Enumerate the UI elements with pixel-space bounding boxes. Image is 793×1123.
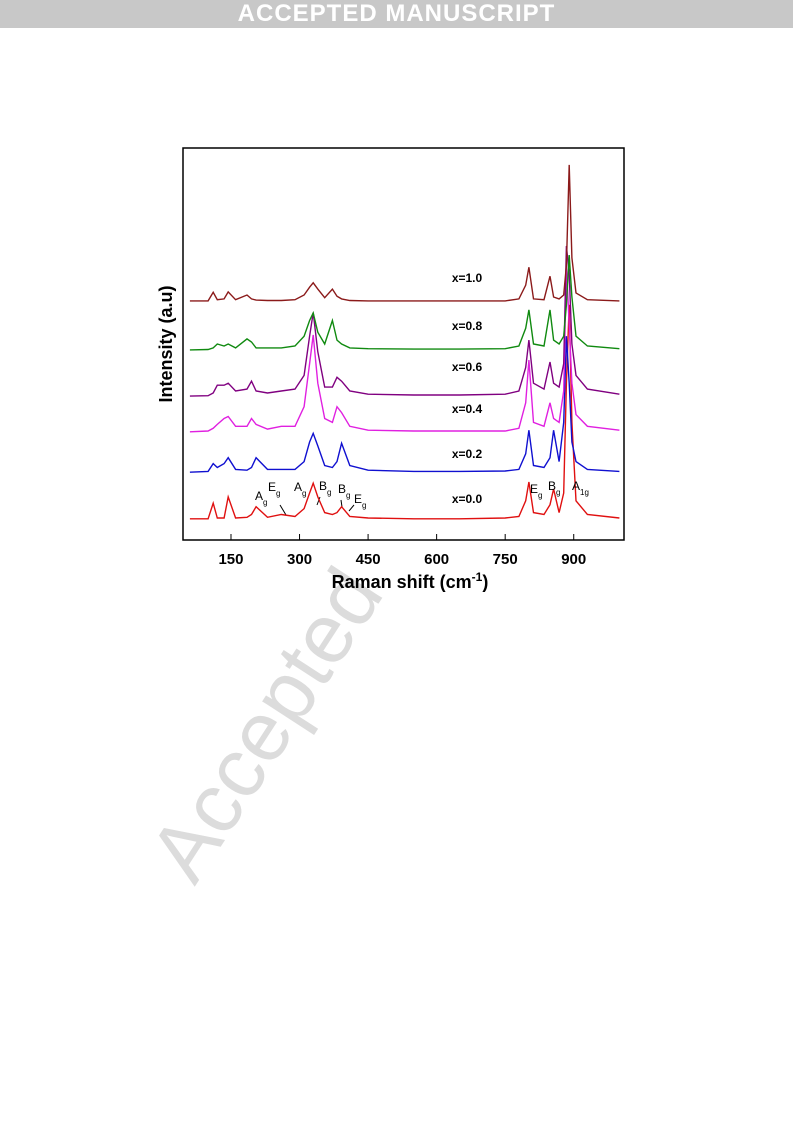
peak-label-sub: g xyxy=(556,488,560,497)
x-axis-label: Raman shift (cm-1) xyxy=(332,570,489,592)
x-axis-label-sup: -1 xyxy=(472,570,483,584)
header: ACCEPTED MANUSCRIPT xyxy=(0,0,793,28)
peak-label: A1g xyxy=(572,479,589,497)
peak-label: Bg xyxy=(548,479,560,497)
peak-label: Eg xyxy=(354,492,366,510)
series-label: x=0.8 xyxy=(452,319,483,333)
peak-label-text: A xyxy=(294,480,302,494)
peak-label-text: B xyxy=(548,479,556,493)
y-axis-label: Intensity (a.u) xyxy=(156,285,176,402)
watermark: Accepted xyxy=(131,552,401,897)
peak-label: Ag xyxy=(294,480,306,498)
series-label: x=0.4 xyxy=(452,402,483,416)
peak-label-text: E xyxy=(354,492,362,506)
x-tick-label: 900 xyxy=(561,551,586,568)
series-label: x=0.6 xyxy=(452,360,483,374)
peak-label-sub: g xyxy=(302,489,306,498)
spectrum-line xyxy=(189,336,620,473)
peak-label-sub: g xyxy=(276,489,280,498)
spectrum-line xyxy=(189,245,620,397)
peak-label-sub: g xyxy=(538,491,542,500)
peak-label: Bg xyxy=(338,482,350,500)
spectrum-line xyxy=(189,254,620,351)
spectrum-line xyxy=(189,265,620,433)
peak-label-sub: g xyxy=(346,491,350,500)
peak-label-text: A xyxy=(572,479,580,493)
peak-label: Ag xyxy=(255,489,267,507)
peak-label-text: E xyxy=(530,482,538,496)
peak-label-sub: g xyxy=(362,501,366,510)
x-tick-label: 300 xyxy=(287,551,312,568)
peak-label-text: E xyxy=(268,480,276,494)
peak-label: Eg xyxy=(530,482,542,500)
peak-label-sub: g xyxy=(263,498,267,507)
series-label: x=1.0 xyxy=(452,271,483,285)
peak-label-sub: g xyxy=(327,488,331,497)
peak-label-sub: 1g xyxy=(580,488,589,497)
peak-label-text: B xyxy=(338,482,346,496)
x-axis-label-text: Raman shift (cm xyxy=(332,572,472,592)
spectrum-line xyxy=(189,164,620,302)
arrows xyxy=(279,496,355,516)
series-label: x=0.0 xyxy=(452,492,483,506)
plot-frame xyxy=(182,147,625,541)
peak-label: Eg xyxy=(268,480,280,498)
peak-label: Bg xyxy=(319,479,331,497)
x-tick-label: 600 xyxy=(424,551,449,568)
series-label: x=0.2 xyxy=(452,447,483,461)
x-tick-label: 150 xyxy=(218,551,243,568)
x-tick-label: 450 xyxy=(356,551,381,568)
x-axis-label-end: ) xyxy=(482,572,488,592)
peak-label-text: B xyxy=(319,479,327,493)
spectrum-line xyxy=(189,304,620,520)
peak-label-text: A xyxy=(255,489,263,503)
x-tick-label: 750 xyxy=(493,551,518,568)
